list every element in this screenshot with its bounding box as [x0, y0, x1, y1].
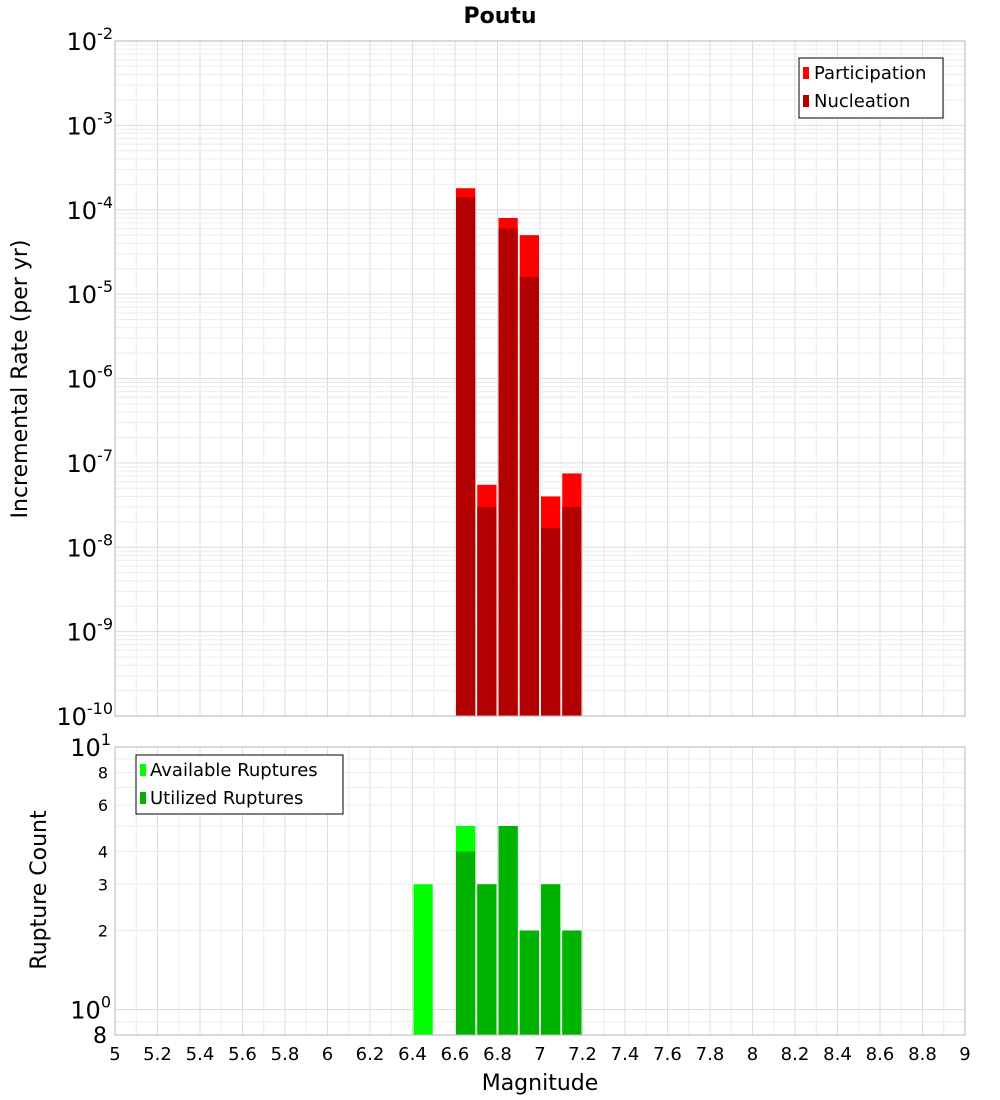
x-tick-label: 8.4: [823, 1044, 852, 1065]
x-tick-label: 5.4: [186, 1044, 215, 1065]
x-tick-label: 7.8: [696, 1044, 725, 1065]
x-tick-label: 6.6: [441, 1044, 470, 1065]
legend-swatch: [803, 95, 809, 107]
utilized-ruptures-bar: [456, 851, 476, 1035]
x-tick-label: 9: [959, 1044, 970, 1065]
bottom-legend: Available Ruptures Utilized Ruptures: [135, 754, 344, 815]
top-legend: Participation Nucleation: [798, 57, 944, 119]
utilized-ruptures-bar: [562, 930, 582, 1035]
nucleation-bar: [541, 527, 561, 716]
top-y-tick-label: 10-5: [67, 277, 114, 309]
chart-title: Poutu: [463, 4, 536, 29]
bottom-y-tick-label: 3: [98, 875, 108, 894]
x-tick-label: 5.6: [228, 1044, 257, 1065]
x-tick-label: 7.4: [611, 1044, 640, 1065]
x-tick-label: 5.2: [143, 1044, 172, 1065]
legend-label: Utilized Ruptures: [150, 788, 303, 809]
x-tick-label: 6.2: [356, 1044, 385, 1065]
top-y-tick-label: 10-2: [67, 24, 114, 56]
utilized-ruptures-bar: [477, 884, 497, 1035]
legend-frame: [135, 754, 344, 815]
x-tick-label: 5: [109, 1044, 120, 1065]
nucleation-bar: [562, 506, 582, 716]
top-y-tick-label: 10-10: [56, 699, 113, 731]
x-tick-label: 6.4: [398, 1044, 427, 1065]
top-plot-area: 10-10 10-9 10-8 10-7 10-6 10-5 10-4 10-3 10-2 Par…: [56, 24, 966, 731]
bottom-y-tick-label: 4: [98, 842, 108, 861]
top-y-tick-label: 10-4: [67, 193, 114, 225]
x-tick-label: 5.8: [271, 1044, 300, 1065]
nucleation-bar: [498, 228, 518, 716]
utilized-ruptures-bar: [541, 884, 561, 1035]
plot-frame: [114, 40, 966, 717]
available-ruptures-bar: [413, 884, 433, 1035]
legend-frame: [798, 57, 944, 119]
x-tick-label: 8.6: [866, 1044, 895, 1065]
nucleation-bar: [456, 197, 476, 717]
x-tick-label: 6.8: [483, 1044, 512, 1065]
top-y-axis-label: Incremental Rate (per yr): [8, 240, 33, 519]
x-axis-label: Magnitude: [482, 1071, 599, 1096]
bottom-y-tick-label: 8: [98, 763, 108, 782]
legend-label: Participation: [814, 63, 926, 84]
utilized-ruptures-bar: [498, 826, 518, 1035]
x-tick-label: 8.2: [781, 1044, 810, 1065]
legend-swatch: [803, 67, 809, 79]
bottom-y-tick-label: 100: [70, 993, 111, 1025]
bottom-y-axis-label: Rupture Count: [27, 810, 52, 970]
nucleation-bar: [477, 506, 497, 716]
x-tick-label: 7.6: [653, 1044, 682, 1065]
plot-frame: [114, 746, 966, 1036]
utilized-ruptures-bar: [519, 930, 539, 1035]
x-tick-label: 7: [534, 1044, 545, 1065]
top-y-tick-label: 10-3: [67, 108, 114, 140]
bottom-y-tick-label: 101: [70, 730, 111, 762]
legend-label: Available Ruptures: [150, 760, 318, 781]
top-y-tick-label: 10-7: [67, 446, 114, 478]
x-tick-label: 8: [747, 1044, 758, 1065]
x-tick-label: 7.2: [568, 1044, 597, 1065]
x-tick-label: 6: [322, 1044, 333, 1065]
nucleation-bar: [519, 276, 539, 716]
top-y-tick-label: 10-9: [67, 615, 114, 647]
legend-label: Nucleation: [814, 91, 910, 112]
bottom-y-tick-label: 6: [98, 796, 108, 815]
legend-swatch: [140, 764, 146, 776]
x-tick-label: 8.8: [908, 1044, 937, 1065]
legend-swatch: [140, 792, 146, 804]
top-y-tick-label: 10-8: [67, 530, 114, 562]
bottom-y-tick-label: 8: [93, 1024, 107, 1049]
bottom-y-tick-label: 2: [98, 922, 108, 941]
top-y-tick-label: 10-6: [67, 362, 114, 394]
